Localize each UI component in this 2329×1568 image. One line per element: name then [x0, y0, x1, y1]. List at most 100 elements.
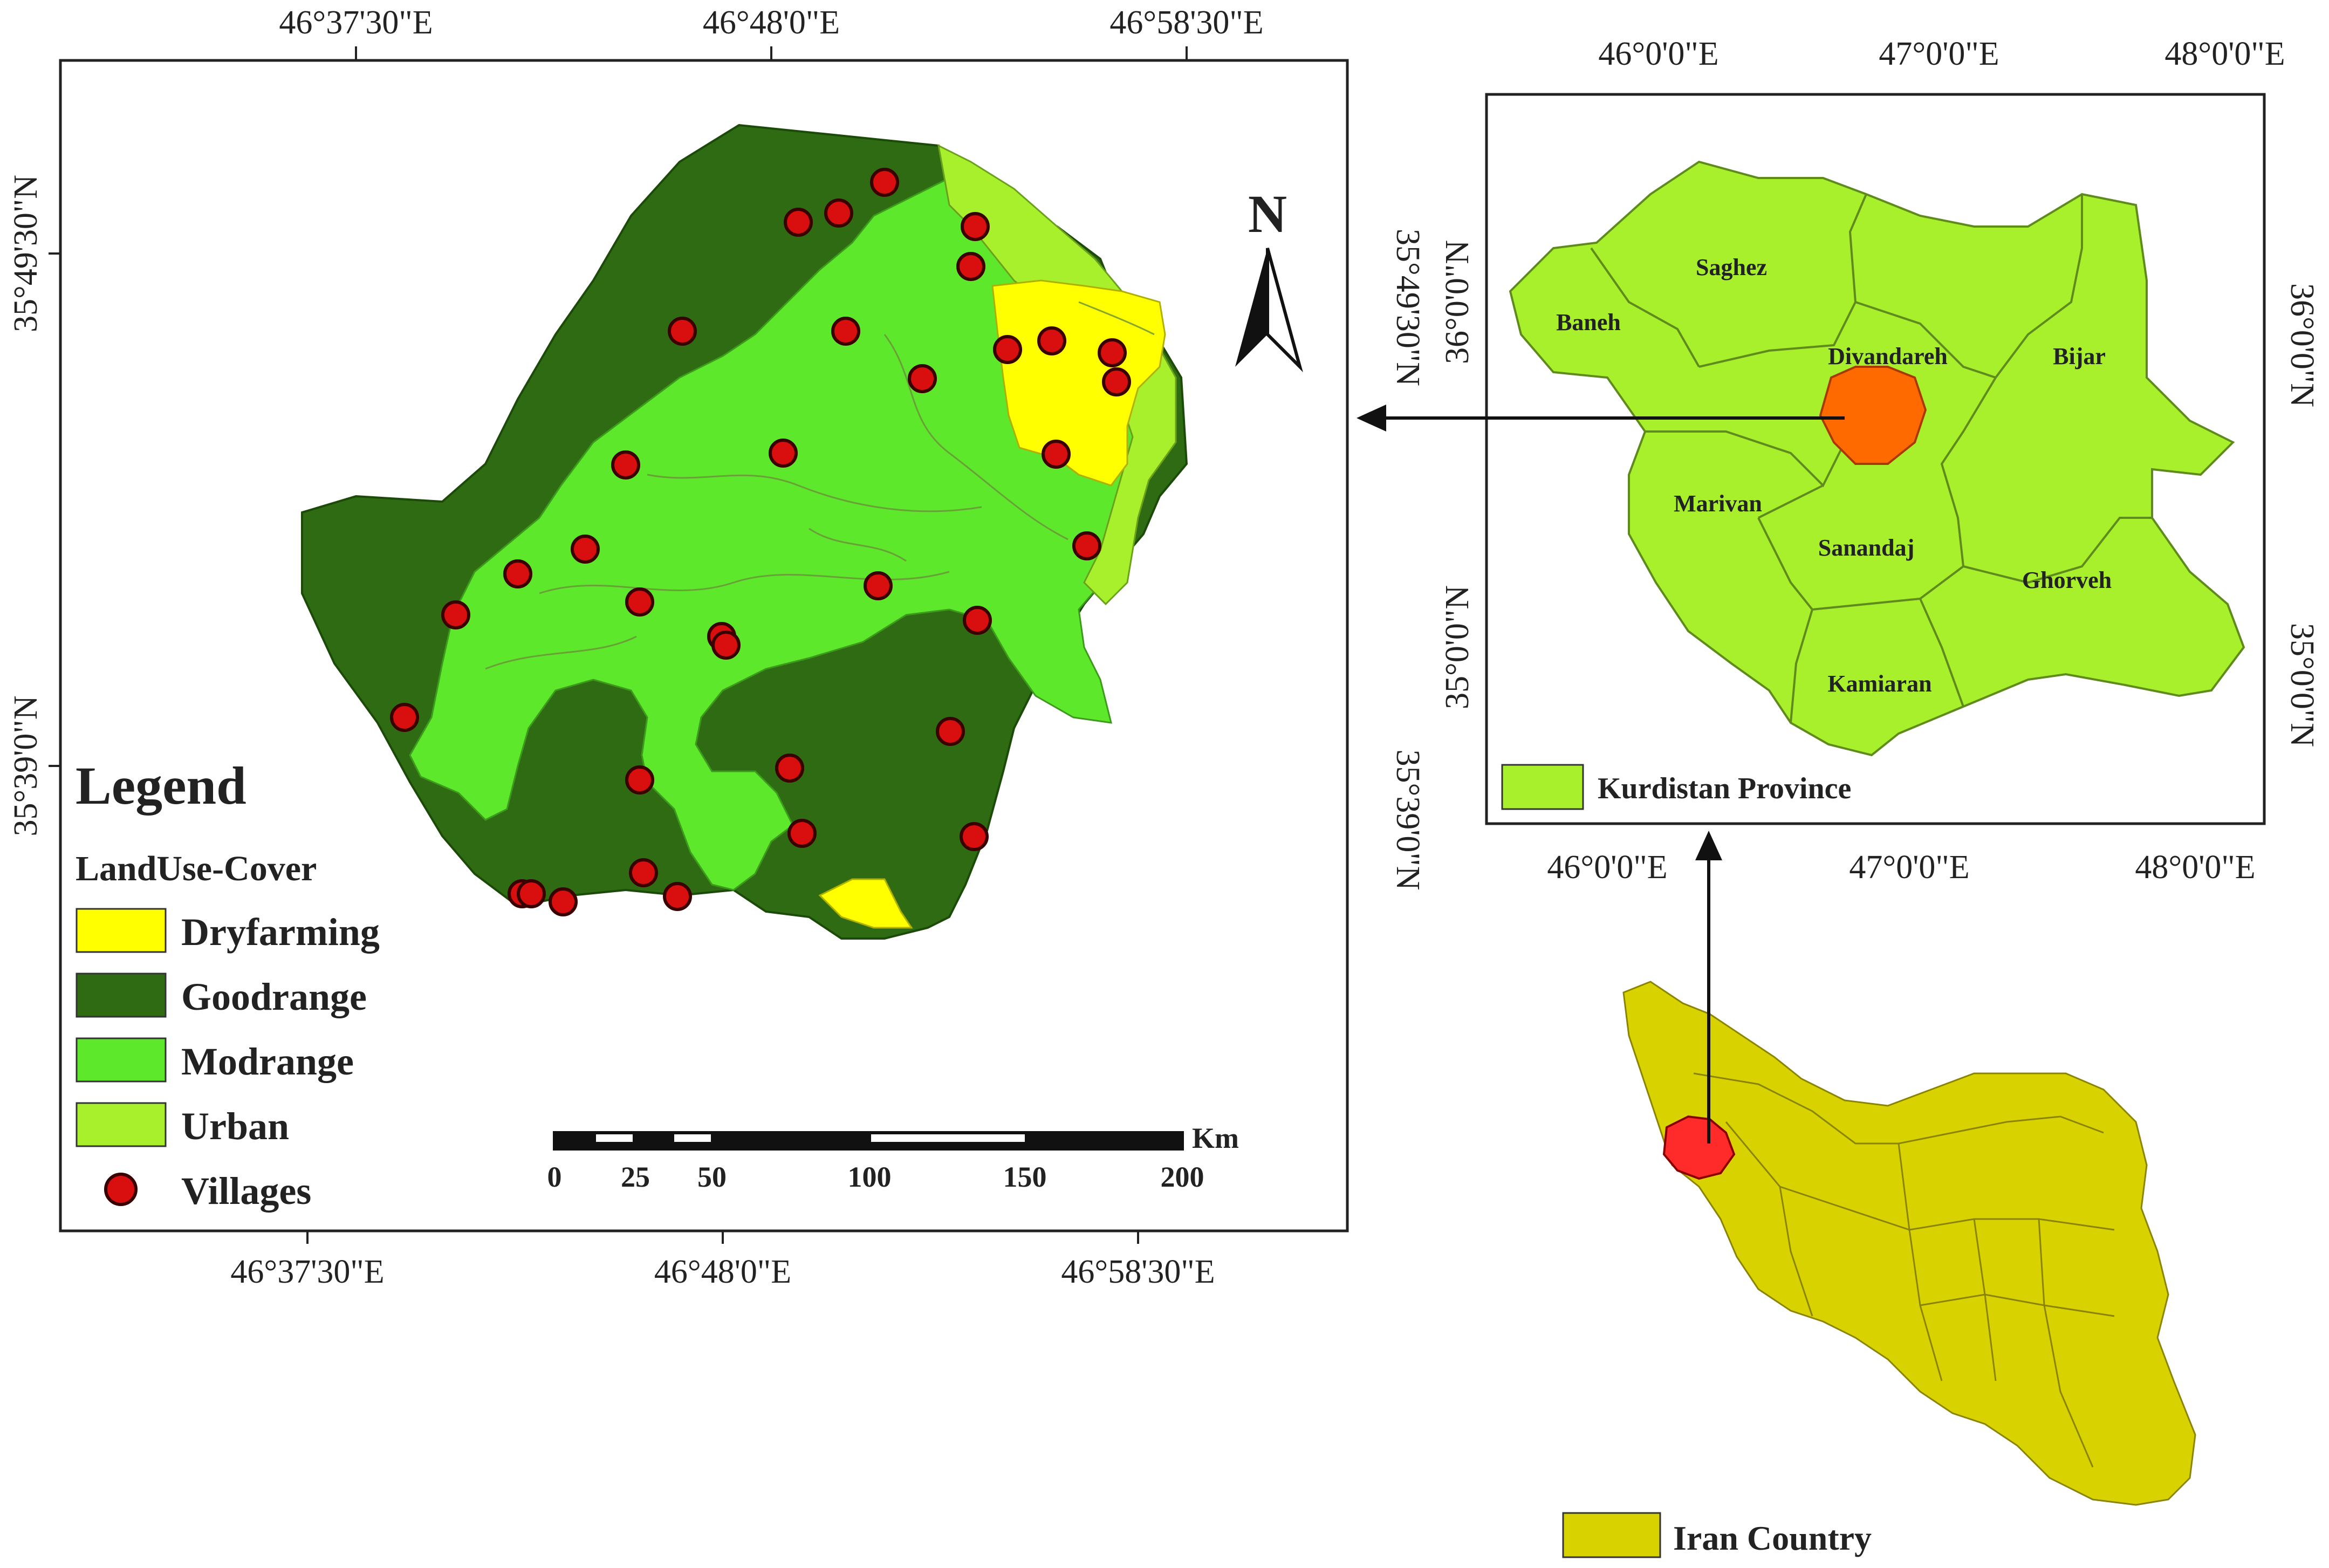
villages-layer: [390, 168, 1131, 916]
kurdistan-top-lon-label: 48°0'0"E: [2164, 36, 2285, 72]
village-marker: [668, 317, 697, 346]
main-left-lat-label: 35°49'30"N: [8, 175, 44, 332]
scale-bar-unit: Km: [1192, 1122, 1239, 1154]
kurdistan-legend-swatch: [1501, 764, 1584, 810]
village-marker: [908, 364, 937, 393]
scale-bar-tick: 0: [547, 1161, 562, 1193]
legend-swatch-urban: [76, 1102, 167, 1147]
scale-bar-tick: 25: [621, 1161, 650, 1193]
village-marker: [960, 822, 989, 851]
main-top-lon-label: 46°58'30"E: [1109, 4, 1263, 41]
legend-swatch-dryfarming: [76, 908, 167, 953]
legend-label-dryfarming: Dryfarming: [181, 910, 380, 954]
iran-legend-label: Iran Country: [1673, 1519, 1872, 1557]
legend: Legend LandUse-Cover Dryfarming Goodrang…: [76, 756, 380, 1213]
scale-bar-tick: 150: [1003, 1161, 1047, 1193]
main-top-lon-label: 46°48'0"E: [703, 4, 840, 41]
main-bottom-lon-label: 46°48'0"E: [654, 1254, 791, 1290]
village-marker: [831, 317, 860, 346]
divandareh-highlight: [1819, 366, 1927, 465]
village-marker: [625, 587, 654, 617]
main-right-lat-label: 35°49'30"N: [1389, 229, 1426, 386]
district-label-baneh: Baneh: [1556, 309, 1621, 335]
village-marker: [549, 887, 578, 916]
village-marker: [1072, 531, 1101, 560]
district-label-divandareh: Divandareh: [1828, 343, 1948, 369]
village-marker: [663, 882, 692, 911]
legend-subtitle: LandUse-Cover: [76, 849, 317, 888]
kurdistan-right-lat-label: 35°0'0"N: [2284, 623, 2320, 747]
iran-legend-swatch: [1562, 1512, 1661, 1558]
district-label-bijar: Bijar: [2053, 343, 2106, 369]
kurdistan-left-lat-label: 36°0'0"N: [1439, 240, 1476, 364]
main-top-lon-label: 46°37'30"E: [279, 4, 433, 41]
village-marker: [503, 559, 532, 588]
village-marker: [963, 606, 992, 635]
north-arrow-dark-half: [1235, 248, 1268, 367]
village-marker: [784, 208, 813, 237]
legend-swatch-villages: [104, 1173, 138, 1206]
village-marker: [611, 450, 640, 480]
village-marker: [775, 754, 804, 783]
north-arrow-label: N: [1248, 184, 1287, 244]
legend-swatch-goodrange: [76, 973, 167, 1018]
village-marker: [993, 335, 1022, 364]
village-marker: [1098, 338, 1127, 367]
locator-arrow-kurdistan-to-main: [1357, 405, 1845, 432]
main-bottom-lon-label: 46°37'30"E: [230, 1254, 384, 1290]
kurdistan-district-borders: [1590, 194, 2152, 723]
scale-bar-segment: [674, 1134, 711, 1142]
kurdistan-bottom-lon-label: 46°0'0"E: [1547, 849, 1667, 886]
legend-title: Legend: [76, 756, 246, 816]
village-marker: [1042, 440, 1071, 469]
village-marker: [390, 703, 419, 732]
legend-label-urban: Urban: [181, 1105, 289, 1148]
kurdistan-map: 46°0'0"E 47°0'0"E 48°0'0"E 46°0'0"E 47°0…: [1439, 36, 2320, 886]
district-label-marivan: Marivan: [1674, 490, 1762, 517]
north-arrow-light-half: [1266, 248, 1303, 373]
main-right-lat-label: 35°39'0"N: [1389, 749, 1426, 890]
legend-label-goodrange: Goodrange: [181, 975, 367, 1018]
kurdistan-bottom-lon-label: 47°0'0"E: [1849, 849, 1969, 886]
district-label-sanandaj: Sanandaj: [1818, 535, 1915, 561]
kurdistan-top-lon-label: 47°0'0"E: [1879, 36, 1999, 72]
landuse-dryfarming-patch: [818, 878, 913, 929]
village-marker: [625, 765, 654, 795]
locator-arrow-iran-to-kurdistan: [1695, 831, 1722, 1144]
village-marker: [1037, 326, 1066, 355]
scale-bar: Km 0 25 50 100 150 200: [547, 1122, 1239, 1193]
village-marker: [936, 717, 965, 746]
scale-bar-tick: 50: [697, 1161, 727, 1193]
kurdistan-left-lat-label: 35°0'0"N: [1439, 585, 1476, 709]
village-marker: [711, 631, 741, 660]
iran-map: Iran Country: [1562, 981, 2196, 1558]
scale-bar-segment: [871, 1134, 1025, 1142]
legend-label-modrange: Modrange: [181, 1040, 354, 1083]
village-marker: [824, 198, 853, 228]
district-label-saghez: Saghez: [1696, 254, 1767, 280]
scale-bar-segment: [596, 1134, 633, 1142]
village-marker: [441, 600, 470, 629]
village-marker: [571, 535, 600, 564]
district-label-kamiaran: Kamiaran: [1827, 670, 1931, 697]
north-arrow: N: [1235, 184, 1303, 373]
main-map: 46°37'30"E 46°48'0"E 46°58'30"E 46°37'30…: [8, 4, 1349, 1290]
scale-bar-tick: 100: [848, 1161, 892, 1193]
kurdistan-highlight-in-iran: [1662, 1115, 1736, 1180]
main-left-lat-label: 35°39'0"N: [8, 695, 44, 836]
village-marker: [629, 858, 658, 887]
iran-province-borders: [1693, 1072, 2115, 1468]
village-marker: [870, 168, 899, 197]
landuse-dryfarming: [991, 279, 1166, 487]
village-marker: [787, 819, 817, 848]
kurdistan-top-lon-label: 46°0'0"E: [1598, 36, 1718, 72]
district-label-ghorveh: Ghorveh: [2022, 567, 2112, 593]
scale-bar-tick: 200: [1161, 1161, 1204, 1193]
legend-label-villages: Villages: [181, 1169, 311, 1213]
village-marker: [864, 571, 893, 600]
scale-bar-body: [553, 1131, 1184, 1151]
legend-swatch-modrange: [76, 1037, 167, 1083]
kurdistan-legend-label: Kurdistan Province: [1598, 772, 1851, 805]
village-marker: [961, 212, 990, 241]
